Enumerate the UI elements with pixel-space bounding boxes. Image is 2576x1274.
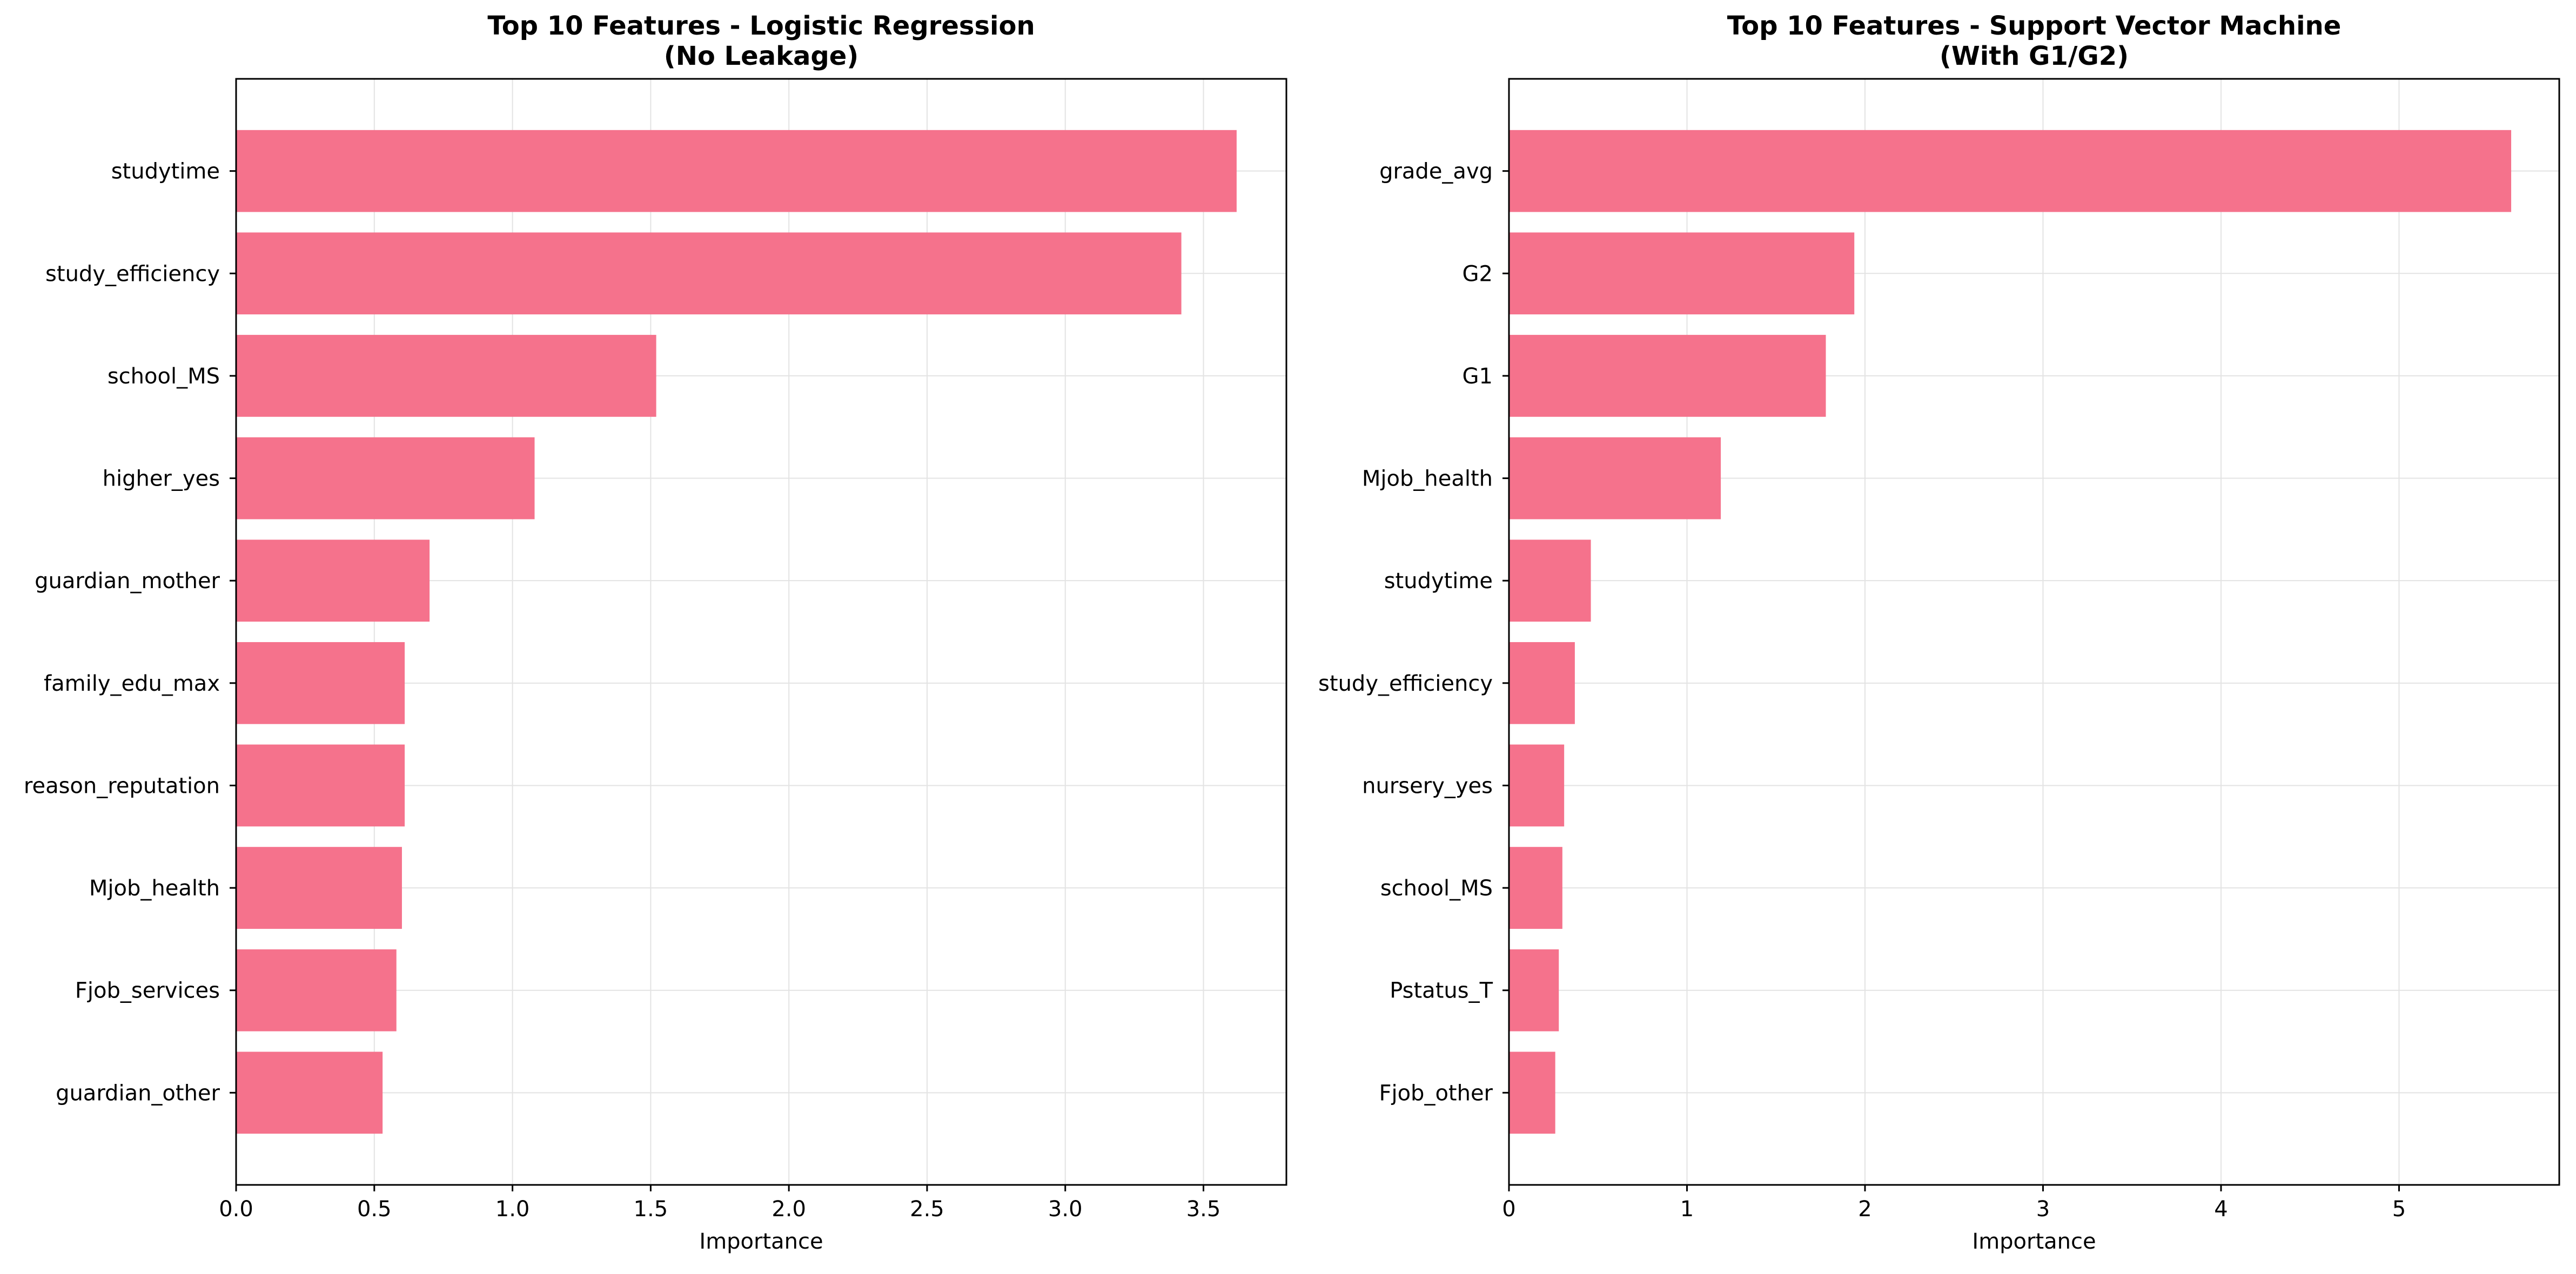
x-tick-label: 2 [1858, 1197, 1871, 1222]
bar-Mjob_health [236, 847, 402, 929]
x-tick-label: 1.5 [634, 1197, 668, 1222]
bar-G2 [1509, 232, 1855, 315]
x-axis-label: Importance [1972, 1229, 2096, 1254]
bar-Mjob_health [1509, 437, 1721, 520]
y-tick-label: study_efficiency [45, 261, 220, 286]
bar-study_efficiency [1509, 642, 1575, 724]
y-tick-label: Fjob_services [75, 979, 220, 1003]
y-tick-label: guardian_mother [35, 569, 220, 594]
bar-G1 [1509, 335, 1826, 417]
chart-title-line: (No Leakage) [664, 41, 859, 71]
bar-studytime [236, 130, 1237, 212]
x-tick-label: 3.0 [1048, 1197, 1083, 1222]
y-tick-label: studytime [1384, 569, 1493, 594]
x-tick-label: 1 [1680, 1197, 1694, 1222]
y-tick-label: reason_reputation [24, 773, 220, 798]
chart-panel-logistic-regression: Top 10 Features - Logistic Regression(No… [24, 11, 1287, 1254]
y-tick-label: higher_yes [103, 467, 220, 491]
x-tick-label: 0.5 [357, 1197, 392, 1222]
chart-panel-support-vector-machine: Top 10 Features - Support Vector Machine… [1318, 11, 2560, 1254]
x-tick-label: 0 [1502, 1197, 1515, 1222]
bar-school_MS [236, 335, 656, 417]
plot-frame [235, 78, 1287, 1186]
x-tick-label: 1.0 [495, 1197, 530, 1222]
bar-Fjob_services [236, 949, 397, 1032]
bar-studytime [1509, 540, 1591, 622]
chart-title-line: Top 10 Features - Support Vector Machine [1727, 11, 2342, 41]
y-tick-label: G2 [1463, 261, 1493, 286]
bar-study_efficiency [236, 232, 1182, 315]
bar-nursery_yes [1509, 744, 1565, 827]
y-tick-label: Pstatus_T [1390, 979, 1493, 1003]
y-tick-label: Mjob_health [89, 876, 220, 901]
bar-family_edu_max [236, 642, 405, 724]
bar-guardian_mother [236, 540, 430, 622]
bar-reason_reputation [236, 744, 405, 827]
x-tick-label: 2.0 [772, 1197, 806, 1222]
bar-Pstatus_T [1509, 949, 1559, 1032]
y-tick-label: family_edu_max [44, 671, 220, 696]
x-axis-label: Importance [699, 1229, 823, 1254]
x-tick-label: 3.5 [1186, 1197, 1221, 1222]
chart-title-line: Top 10 Features - Logistic Regression [487, 11, 1035, 41]
bar-school_MS [1509, 847, 1562, 929]
y-tick-label: guardian_other [56, 1081, 220, 1106]
y-tick-label: Fjob_other [1379, 1081, 1493, 1106]
y-tick-label: school_MS [1380, 876, 1493, 901]
bar-higher_yes [236, 437, 535, 520]
x-tick-label: 2.5 [910, 1197, 944, 1222]
bar-Fjob_other [1509, 1051, 1555, 1134]
y-tick-label: nursery_yes [1362, 773, 1493, 798]
y-tick-label: G1 [1463, 364, 1493, 389]
x-tick-label: 0.0 [219, 1197, 253, 1222]
x-tick-label: 3 [2036, 1197, 2050, 1222]
bar-guardian_other [236, 1051, 383, 1134]
x-tick-label: 4 [2214, 1197, 2228, 1222]
x-tick-label: 5 [2392, 1197, 2406, 1222]
bar-grade_avg [1509, 130, 2512, 212]
y-tick-label: school_MS [108, 364, 220, 389]
y-tick-label: grade_avg [1379, 159, 1493, 184]
y-tick-label: study_efficiency [1318, 671, 1493, 696]
y-tick-label: studytime [111, 159, 220, 184]
plot-frame [1508, 78, 2560, 1186]
y-tick-label: Mjob_health [1362, 467, 1493, 491]
chart-title-line: (With G1/G2) [1940, 41, 2129, 71]
